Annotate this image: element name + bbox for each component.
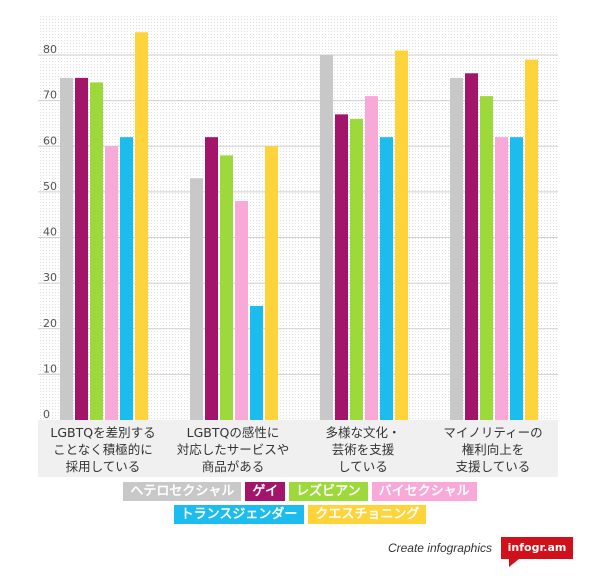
bar (395, 50, 408, 420)
bar (480, 96, 493, 420)
y-tick-label: 70 (43, 89, 57, 102)
category-label: 多様な文化・ (325, 425, 400, 440)
y-tick-label: 50 (43, 180, 57, 193)
bar (250, 305, 263, 420)
category-label: している (338, 459, 388, 474)
legend-item-lesbian: レズビアン (289, 482, 368, 501)
category-label: 芸術を支援 (332, 442, 395, 457)
category-label: 対応したサービスや (177, 442, 290, 457)
bar (90, 82, 103, 420)
bar (450, 77, 463, 420)
infogram-logo[interactable]: infogr.am (501, 537, 573, 559)
logo-tail-shape (509, 559, 519, 567)
category-label-band (38, 420, 558, 477)
legend-item-questioning: クエスチョニング (308, 505, 427, 524)
y-tick-label: 10 (43, 362, 57, 375)
bar (120, 137, 133, 421)
bar (235, 201, 248, 420)
category-label: マイノリティーの (443, 425, 542, 440)
y-tick-label: 40 (43, 226, 57, 239)
y-tick-label: 0 (43, 408, 50, 421)
legend-item-heterosexual: ヘテロセクシャル (123, 482, 242, 501)
bar (465, 73, 478, 420)
category-label: ことなく積極的に (53, 442, 153, 457)
bar (265, 146, 278, 421)
bar (335, 114, 348, 420)
bar (510, 137, 523, 421)
y-tick-label: 20 (43, 317, 57, 330)
category-label: LGBTQの感性に (187, 425, 280, 440)
bar (190, 178, 203, 420)
bar (350, 118, 363, 420)
y-tick-label: 30 (43, 271, 57, 284)
create-infographics-link[interactable]: Create infographics (387, 541, 492, 555)
bar (320, 55, 333, 420)
bar (135, 32, 148, 420)
bar (75, 77, 88, 420)
y-tick-label: 60 (43, 134, 57, 147)
category-label: 商品がある (202, 459, 265, 474)
y-tick-label: 80 (43, 43, 57, 56)
category-label: LGBTQを差別する (50, 425, 155, 440)
legend-item-transgender: トランスジェンダー (173, 505, 305, 524)
bar (60, 77, 73, 420)
legend-item-gay: ゲイ (245, 482, 286, 501)
bar (525, 59, 538, 420)
bar-chart: 0 10 20 30 40 50 60 70 80 LGBTQを差別することなく積極的に採用して… (38, 14, 558, 477)
bar (495, 137, 508, 421)
category-label: 支援している (456, 459, 531, 474)
category-label: 権利向上を (462, 442, 525, 457)
legend-row-2: トランスジェンダー クエスチョニング (0, 505, 600, 524)
legend-row-1: ヘテロセクシャル ゲイ レズビアン バイセクシャル (0, 482, 600, 501)
bar (380, 137, 393, 421)
bar (365, 96, 378, 420)
bar (220, 155, 233, 421)
bar (205, 137, 218, 421)
legend-item-bisexual: バイセクシャル (371, 482, 477, 501)
category-label: 採用している (66, 459, 141, 474)
bar (105, 146, 118, 421)
